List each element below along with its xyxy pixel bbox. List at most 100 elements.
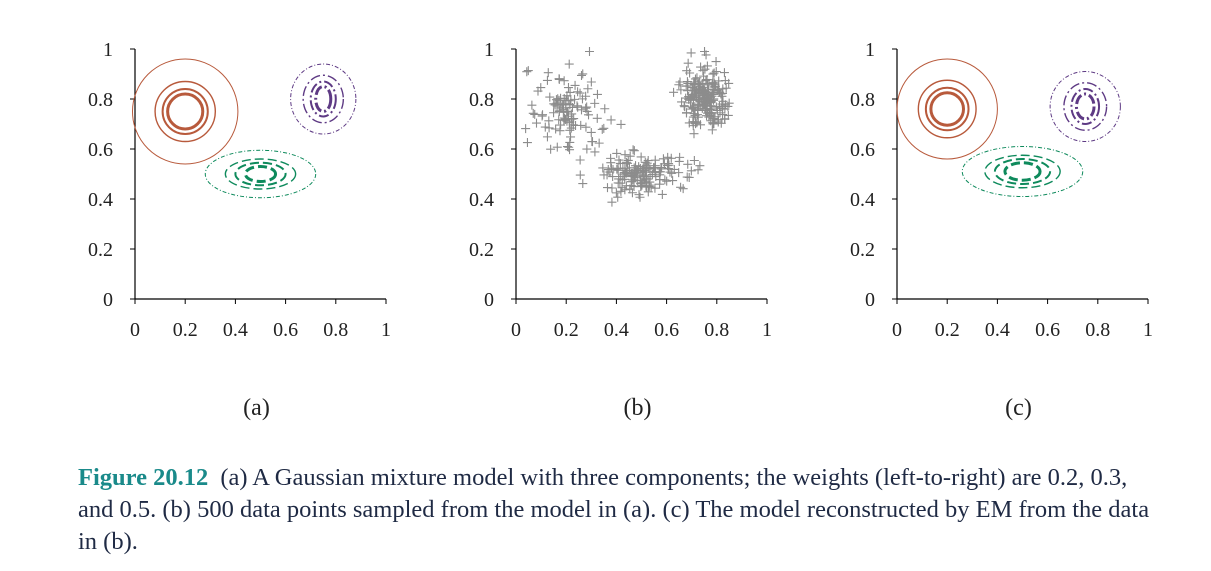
- panel-b-scatter-plot: 0 0.2 0.4 0.6 0.8 1 0 0.2 0.4 0.6 0.8 1 (b): [469, 39, 772, 421]
- scatter-point: [564, 142, 574, 152]
- y-tick-label: 0: [484, 289, 494, 311]
- scatter-point: [551, 124, 561, 134]
- scatter-point: [575, 155, 585, 165]
- contour-ellipse: [309, 80, 337, 118]
- scatter-point: [546, 144, 556, 154]
- scatter-point: [553, 94, 563, 104]
- figure-caption: Figure 20.12 (a) A Gaussian mixture mode…: [78, 462, 1168, 558]
- scatter-point: [540, 122, 550, 132]
- scatter-point: [677, 97, 687, 107]
- scatter-point: [551, 95, 561, 105]
- scatter-point: [543, 68, 553, 78]
- scatter-point: [542, 132, 552, 142]
- scatter-point: [675, 77, 685, 87]
- scatter-point: [708, 69, 718, 79]
- scatter-point: [686, 166, 696, 176]
- scatter-point: [708, 84, 718, 94]
- scatter-point: [583, 84, 593, 94]
- scatter-point: [662, 161, 672, 171]
- x-tick-label: 1: [762, 319, 772, 341]
- scatter-point: [709, 113, 719, 123]
- scatter-point: [682, 172, 692, 182]
- scatter-point: [683, 159, 693, 169]
- y-tick-label: 0.2: [88, 239, 113, 261]
- scatter-point: [689, 103, 699, 113]
- contour-ellipse: [984, 154, 1061, 189]
- mixture-component-3: [290, 63, 357, 135]
- scatter-point: [606, 153, 616, 163]
- figure-caption-text: (a) A Gaussian mixture model with three …: [78, 464, 1150, 555]
- scatter-point: [558, 100, 568, 110]
- scatter-point: [658, 154, 668, 164]
- scatter-point: [563, 95, 573, 105]
- x-tick-label: 0: [130, 319, 140, 341]
- scatter-points: [521, 47, 734, 207]
- mixture-component-2: [204, 149, 317, 199]
- y-tick-label: 0.4: [88, 189, 113, 211]
- scatter-point: [594, 138, 604, 148]
- scatter-point: [704, 112, 714, 122]
- scatter-point: [590, 98, 600, 108]
- scatter-point: [554, 74, 564, 84]
- scatter-point: [697, 85, 707, 95]
- scatter-point: [614, 155, 624, 165]
- scatter-point: [690, 84, 700, 94]
- panel-c-contour-plot: 0 0.2 0.4 0.6 0.8 1 0 0.2 0.4 0.6 0.8 1 (c): [850, 39, 1153, 421]
- scatter-point: [581, 103, 591, 113]
- scatter-point: [552, 142, 562, 152]
- y-tick-label: 0.4: [850, 189, 875, 211]
- y-tick-label: 0.8: [469, 89, 494, 111]
- contour-ellipse: [154, 80, 217, 143]
- scatter-point: [688, 83, 698, 93]
- x-tick-label: 0: [511, 319, 521, 341]
- x-tick-label: 0.6: [1035, 319, 1060, 341]
- scatter-point: [644, 164, 654, 174]
- contour-ellipse: [917, 79, 977, 139]
- scatter-point: [612, 164, 622, 174]
- scatter-point: [650, 167, 660, 177]
- x-tick-label: 0.2: [554, 319, 579, 341]
- scatter-point: [590, 147, 600, 157]
- scatter-point: [701, 101, 711, 111]
- scatter-point: [690, 102, 700, 112]
- scatter-point: [695, 96, 705, 106]
- panel-label: (b): [624, 395, 652, 421]
- scatter-point: [570, 80, 580, 90]
- x-tick-label: 0.2: [935, 319, 960, 341]
- scatter-point: [636, 178, 646, 188]
- scatter-point: [680, 102, 690, 112]
- scatter-point: [676, 182, 686, 192]
- scatter-point: [538, 110, 548, 120]
- scatter-point: [723, 110, 733, 120]
- contour-ellipse: [161, 88, 209, 135]
- scatter-point: [573, 102, 583, 112]
- scatter-point: [575, 170, 585, 180]
- scatter-point: [597, 124, 607, 134]
- contour-ellipse: [166, 92, 205, 131]
- y-tick-label: 0: [103, 289, 113, 311]
- scatter-point: [708, 118, 718, 128]
- scatter-point: [555, 126, 565, 136]
- scatter-point: [681, 81, 691, 91]
- contour-ellipse: [224, 158, 297, 190]
- scatter-point: [643, 187, 653, 197]
- scatter-point: [663, 152, 673, 162]
- scatter-point: [577, 94, 587, 104]
- y-tick-label: 0.6: [469, 139, 494, 161]
- scatter-point: [530, 109, 540, 119]
- scatter-point: [584, 47, 594, 56]
- x-tick-label: 0.6: [273, 319, 298, 341]
- scatter-point: [702, 95, 712, 105]
- scatter-point: [686, 48, 696, 58]
- scatter-point: [586, 77, 596, 87]
- scatter-point: [688, 121, 698, 131]
- y-tick-label: 0.8: [850, 89, 875, 111]
- scatter-point: [533, 86, 543, 96]
- scatter-point: [629, 175, 639, 185]
- scatter-point: [569, 114, 579, 124]
- scatter-point: [649, 163, 659, 173]
- scatter-point: [685, 98, 695, 108]
- scatter-point: [606, 115, 616, 125]
- scatter-point: [678, 184, 688, 194]
- x-tick-label: 1: [1143, 319, 1153, 341]
